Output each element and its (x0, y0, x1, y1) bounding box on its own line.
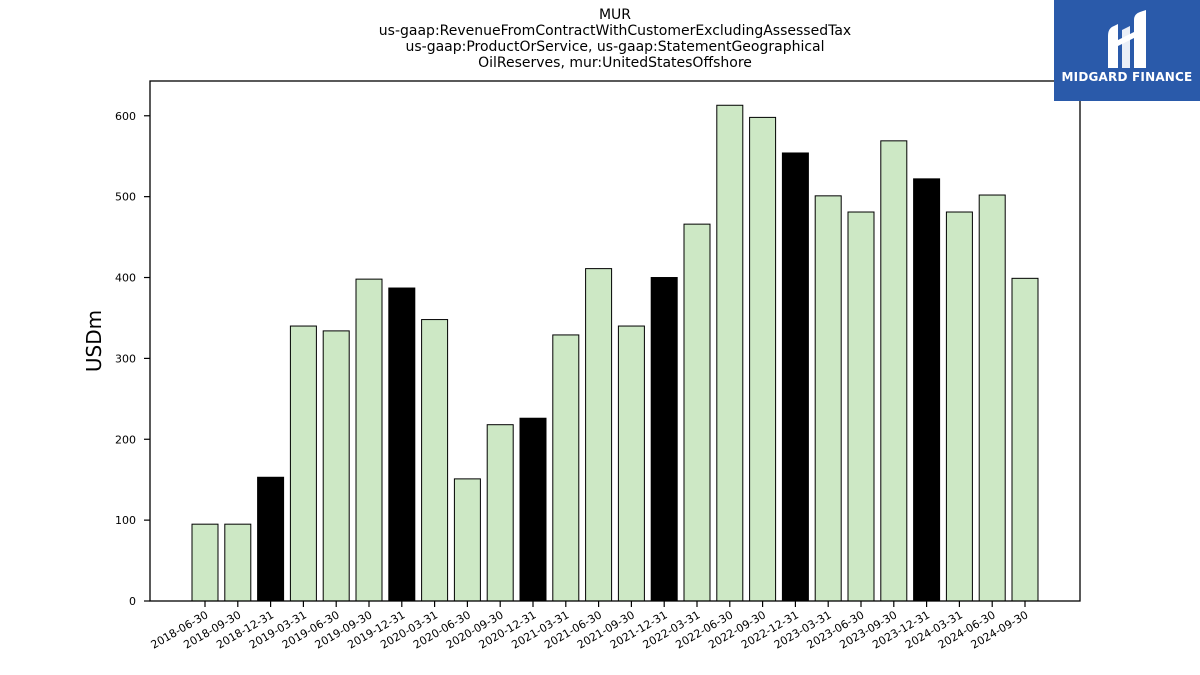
logo-mark-icon (1108, 10, 1146, 68)
bars-group (191, 104, 1039, 602)
bar-2021-09-30 (617, 325, 645, 602)
y-tick-label: 0 (129, 595, 136, 608)
chart-title-line-2: us-gaap:RevenueFromContractWithCustomerE… (378, 23, 852, 39)
bar-2024-09-30 (1011, 277, 1039, 602)
bar-2020-12-31 (519, 417, 547, 602)
y-tick-label: 400 (115, 272, 136, 285)
bar-2019-03-31 (289, 325, 317, 602)
plot-frame (149, 80, 1081, 602)
chart-title-line-4: OilReserves, mur:UnitedStatesOffshore (478, 55, 752, 71)
bar-2023-06-30 (847, 211, 875, 602)
y-tick-label: 600 (115, 110, 136, 123)
bar-2020-03-31 (421, 319, 449, 602)
y-tick-label: 100 (115, 514, 136, 527)
bar-2023-03-31 (814, 195, 842, 602)
bar-2018-12-31 (257, 476, 285, 602)
y-axis-label: USDm (82, 310, 106, 372)
y-tick-label: 500 (115, 191, 136, 204)
bar-2022-03-31 (683, 223, 711, 602)
bar-2020-09-30 (486, 424, 514, 602)
bar-2022-06-30 (716, 104, 744, 602)
y-tick-label: 300 (115, 352, 136, 365)
bar-2019-12-31 (388, 287, 416, 602)
bar-2022-12-31 (781, 152, 809, 602)
bar-2018-09-30 (224, 523, 252, 602)
y-tick-label: 200 (115, 433, 136, 446)
bar-2023-12-31 (913, 178, 941, 602)
bar-2018-06-30 (191, 523, 219, 602)
bar-2021-03-31 (552, 334, 580, 602)
y-axis: 0 100 200 300 400 500 600 (115, 110, 150, 608)
bar-2021-12-31 (650, 277, 678, 602)
logo-text: MIDGARD FINANCE (1061, 70, 1193, 84)
bar-2021-06-30 (585, 268, 613, 602)
x-axis: 2018-06-302018-09-302018-12-312019-03-31… (149, 601, 1031, 652)
bar-2022-09-30 (749, 116, 777, 602)
brand-logo: MIDGARD FINANCE (1054, 0, 1200, 101)
bar-2024-03-31 (945, 211, 973, 602)
chart-title-line-1: MUR (598, 7, 632, 23)
bar-2020-06-30 (453, 478, 481, 602)
bar-2023-09-30 (880, 140, 908, 602)
bar-2019-09-30 (355, 278, 383, 602)
bar-2024-06-30 (978, 194, 1006, 602)
chart-title-line-3: us-gaap:ProductOrService, us-gaap:Statem… (405, 39, 825, 55)
bar-2019-06-30 (322, 330, 350, 602)
